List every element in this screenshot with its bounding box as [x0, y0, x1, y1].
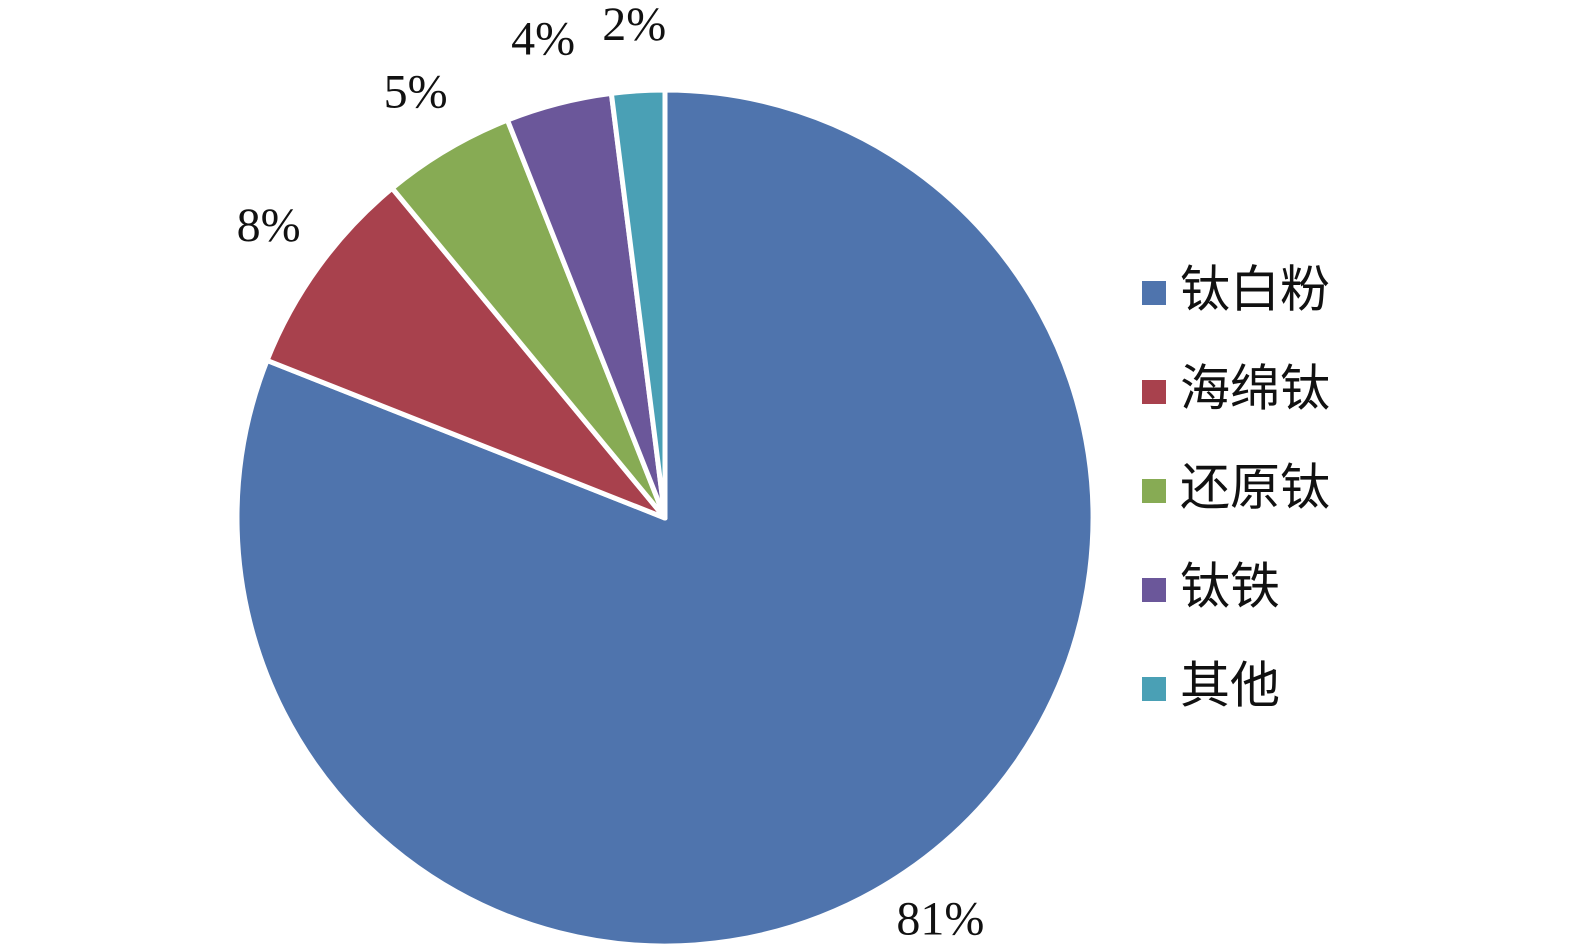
value-label: 2%	[602, 0, 666, 51]
legend-swatch	[1142, 578, 1166, 602]
legend-label: 还原钛	[1180, 459, 1330, 517]
legend-label: 钛白粉	[1180, 261, 1330, 319]
value-label: 4%	[511, 12, 575, 65]
pie-slice	[608, 87, 668, 521]
legend-swatch	[1142, 677, 1166, 701]
legend-label: 钛铁	[1180, 558, 1280, 616]
pie-slice	[264, 185, 668, 521]
legend-swatch	[1142, 281, 1166, 305]
legend-swatch	[1142, 380, 1166, 404]
value-label: 5%	[384, 65, 448, 118]
legend-label: 其他	[1180, 657, 1280, 715]
legend-label: 海绵钛	[1180, 360, 1330, 418]
value-label: 8%	[237, 199, 301, 252]
legend-swatch	[1142, 479, 1166, 503]
value-label: 81%	[896, 892, 984, 945]
